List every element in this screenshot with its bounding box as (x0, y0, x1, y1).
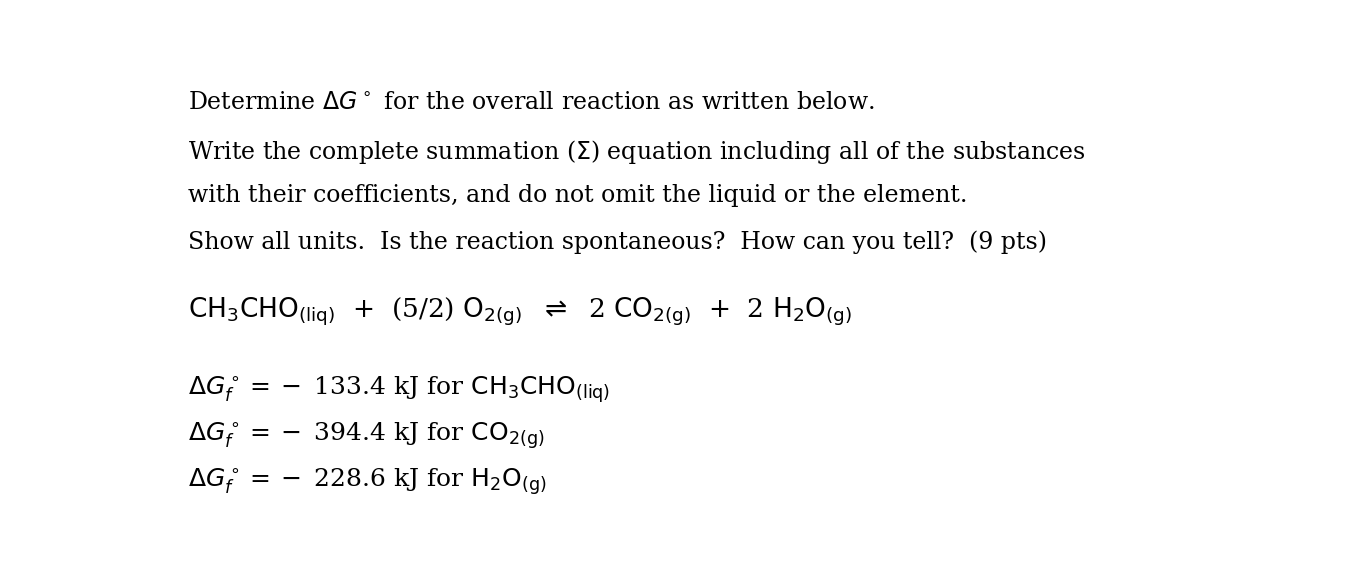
Text: with their coefficients, and do not omit the liquid or the element.: with their coefficients, and do not omit… (188, 184, 968, 207)
Text: Write the complete summation ($\Sigma$) equation including all of the substances: Write the complete summation ($\Sigma$) … (188, 138, 1086, 166)
Text: Show all units.  Is the reaction spontaneous?  How can you tell?  (9 pts): Show all units. Is the reaction spontane… (188, 230, 1046, 253)
Text: $\mathrm{CH_3CHO_{(liq)}}$  $+$  (5/2) $\mathrm{O_{2(g)}}$  $\rightleftharpoons$: $\mathrm{CH_3CHO_{(liq)}}$ $+$ (5/2) $\m… (188, 295, 852, 328)
Text: $\Delta G_f^\circ = -$ 133.4 kJ for $\mathrm{CH_3CHO_{(liq)}}$: $\Delta G_f^\circ = -$ 133.4 kJ for $\ma… (188, 374, 610, 405)
Text: $\Delta G_f^\circ = -$ 228.6 kJ for $\mathrm{H_2O_{(g)}}$: $\Delta G_f^\circ = -$ 228.6 kJ for $\ma… (188, 466, 546, 497)
Text: $\Delta G_f^\circ = -$ 394.4 kJ for $\mathrm{CO_{2(g)}}$: $\Delta G_f^\circ = -$ 394.4 kJ for $\ma… (188, 420, 545, 451)
Text: Determine $\Delta G^\circ$ for the overall reaction as written below.: Determine $\Delta G^\circ$ for the overa… (188, 92, 875, 115)
